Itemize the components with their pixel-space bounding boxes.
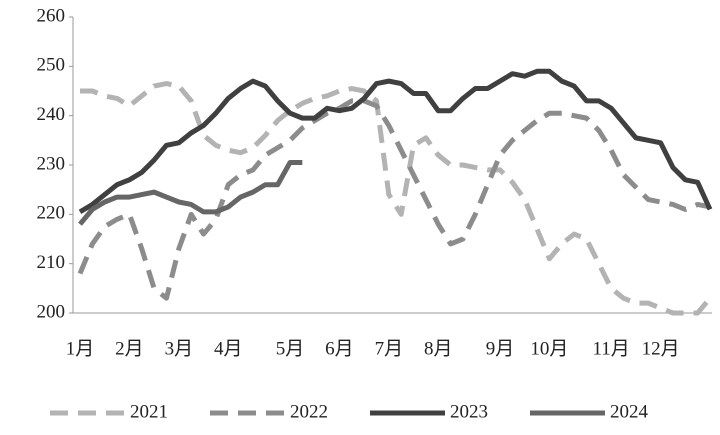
legend-label: 2022 xyxy=(290,401,328,422)
line-series xyxy=(78,160,303,226)
line-series xyxy=(78,68,713,215)
x-tick-label: 7月 xyxy=(375,338,404,359)
x-tick-label: 1月 xyxy=(66,338,95,359)
y-tick-label: 240 xyxy=(37,104,66,125)
y-tick-label: 210 xyxy=(37,252,66,273)
x-tick-label: 2月 xyxy=(115,338,144,359)
legend-label: 2021 xyxy=(130,401,168,422)
y-tick-label: 200 xyxy=(37,301,66,322)
y-tick-label: 250 xyxy=(37,55,66,76)
x-tick-label: 12月 xyxy=(642,338,680,359)
x-tick-label: 4月 xyxy=(214,338,243,359)
x-tick-label: 9月 xyxy=(486,338,515,359)
x-tick-label: 3月 xyxy=(165,338,194,359)
x-tick-label: 10月 xyxy=(530,338,568,359)
x-tick-label: 6月 xyxy=(325,338,354,359)
y-tick-label: 220 xyxy=(37,203,66,224)
y-tick-label: 260 xyxy=(37,5,66,26)
line-series xyxy=(80,81,712,316)
y-tick-label: 230 xyxy=(37,153,66,174)
x-tick-label: 8月 xyxy=(424,338,453,359)
legend-label: 2023 xyxy=(450,401,488,422)
line-series xyxy=(77,98,711,301)
x-tick-label: 11月 xyxy=(593,338,630,359)
legend-label: 2024 xyxy=(610,401,649,422)
x-tick-label: 5月 xyxy=(276,338,305,359)
